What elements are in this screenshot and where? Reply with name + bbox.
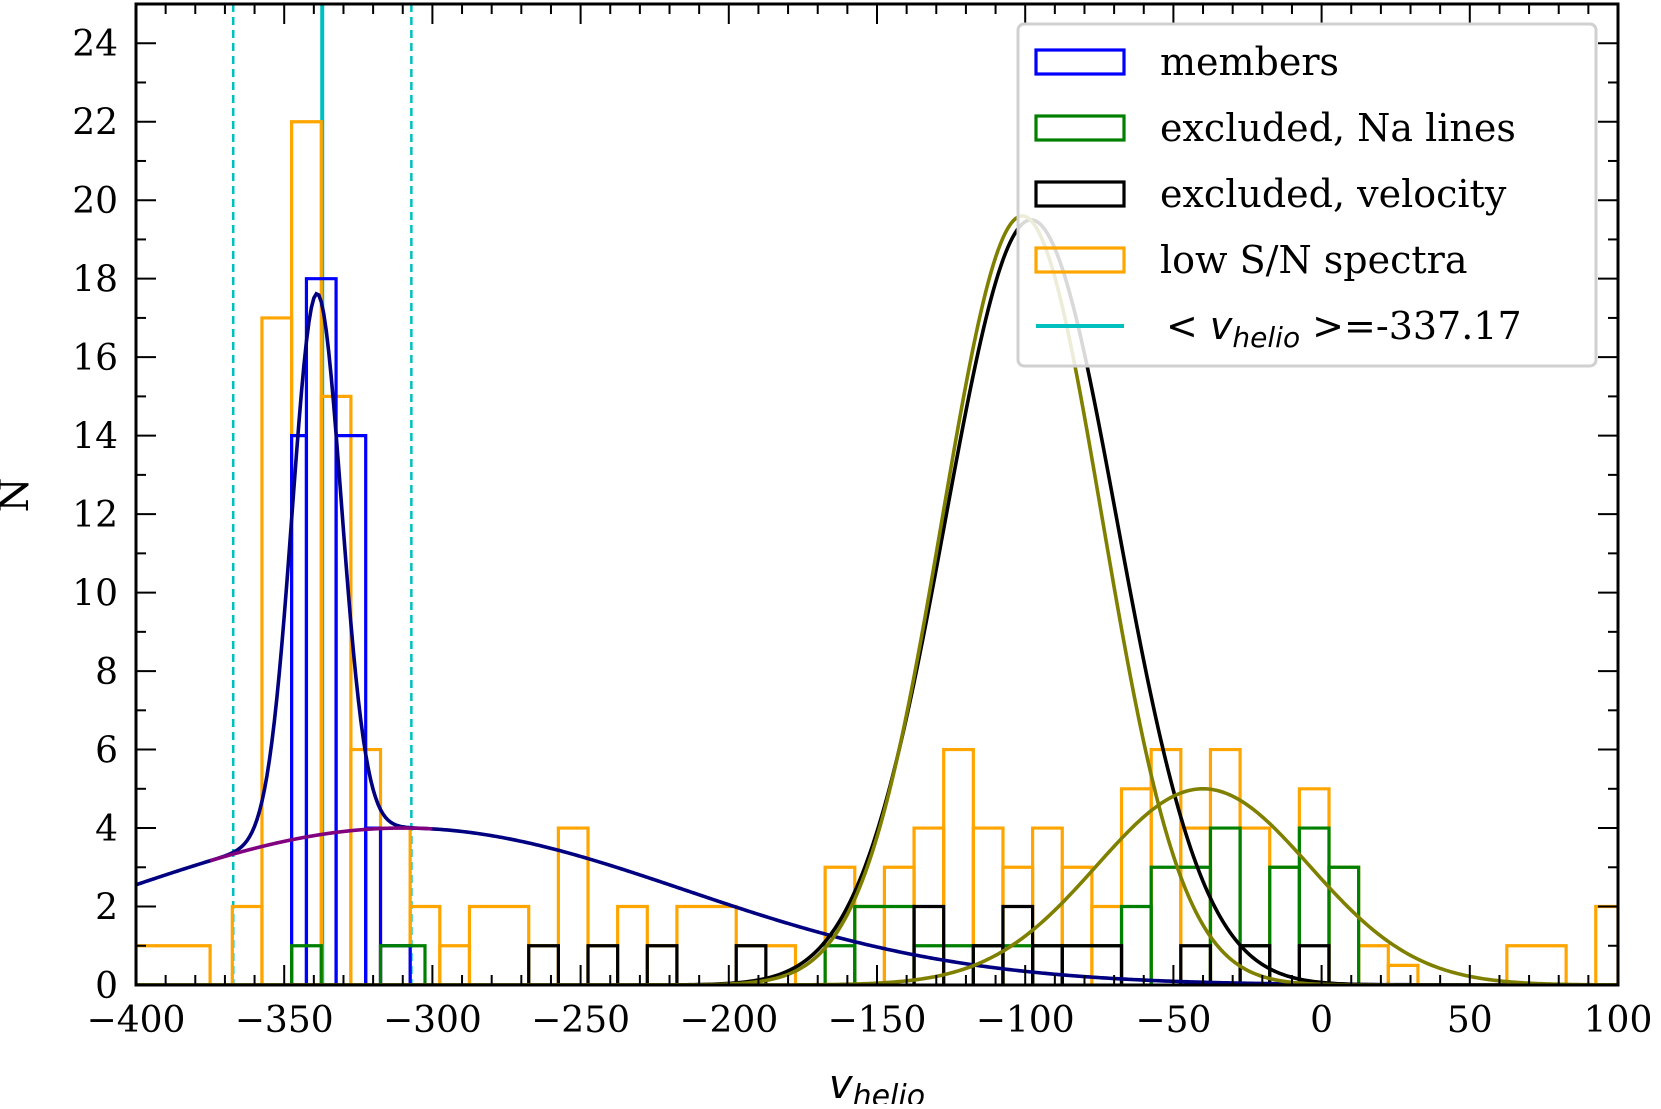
x-tick-label: −100 <box>976 1000 1075 1041</box>
y-tick-label: 4 <box>95 809 118 850</box>
legend-swatch-3 <box>1034 246 1126 274</box>
histogram-bar <box>1386 963 1420 985</box>
x-tick-label: 0 <box>1310 1000 1333 1041</box>
y-tick-label: 12 <box>72 495 118 536</box>
x-tick-label: 100 <box>1584 1000 1653 1041</box>
histogram-bar <box>334 434 368 985</box>
y-tick-label: 24 <box>72 24 118 65</box>
y-tick-label: 2 <box>95 888 118 929</box>
y-tick-label: 18 <box>72 260 118 301</box>
histogram-bar <box>1208 826 1242 985</box>
histogram-bar <box>1060 944 1124 985</box>
histogram-bar <box>586 944 620 985</box>
y-tick-label: 14 <box>72 417 118 458</box>
y-tick-label: 20 <box>72 181 118 222</box>
legend-label-4: < vhelio >=-337.17 <box>1166 304 1522 354</box>
legend-swatch-0 <box>1034 48 1126 76</box>
histogram-bar <box>527 944 560 985</box>
y-tick-label: 16 <box>72 338 118 379</box>
legend-swatch-1 <box>1034 114 1126 142</box>
x-tick-label: −350 <box>235 1000 334 1041</box>
x-tick-label: −150 <box>828 1000 927 1041</box>
fit-curve-1 <box>209 826 433 863</box>
legend-frame <box>1016 22 1598 368</box>
y-tick-label: 6 <box>95 731 118 772</box>
histogram-bar <box>645 944 679 985</box>
legend-mean-value: =-337.17 <box>1344 304 1522 348</box>
legend-mean-subscript: helio <box>1232 321 1300 354</box>
y-tick-label: 0 <box>95 966 118 1007</box>
x-tick-label: −300 <box>383 1000 482 1041</box>
histogram-bar <box>734 944 768 985</box>
x-tick-label: −400 <box>87 1000 186 1041</box>
histogram-bar <box>136 944 212 985</box>
legend: members excluded, Na lines excluded, veloc… <box>1016 22 1598 368</box>
x-tick-label: 50 <box>1447 1000 1493 1041</box>
legend-mean-suffix: > <box>1300 304 1344 348</box>
histogram-bar <box>912 904 946 985</box>
histogram-bar <box>1505 944 1568 985</box>
series-excluded-velocity <box>527 904 1331 985</box>
x-tick-label: −250 <box>531 1000 630 1041</box>
histogram-bar <box>1179 944 1213 985</box>
histogram-bar <box>378 944 427 985</box>
legend-swatch-2 <box>1034 180 1126 208</box>
x-tick-label: −200 <box>679 1000 778 1041</box>
legend-label-2: excluded, velocity <box>1160 172 1507 216</box>
histogram-bar <box>1327 865 1361 985</box>
y-tick-label: 8 <box>95 652 118 693</box>
histogram-bar <box>290 944 323 985</box>
legend-label-3: low S/N spectra <box>1160 238 1468 282</box>
axes: −400 −350 −300 −250 −200 −150 −100 −50 0 50 100024… <box>72 2 1653 1041</box>
histogram-bar <box>1297 944 1331 985</box>
legend-mean-prefix: < v <box>1166 304 1233 348</box>
histogram-bar <box>556 826 590 985</box>
histogram-series <box>136 120 1618 985</box>
x-tick-label: −50 <box>1135 1000 1211 1041</box>
y-tick-label: 22 <box>72 103 118 144</box>
legend-label-1: excluded, Na lines <box>1160 106 1516 150</box>
y-tick-label: 10 <box>72 574 118 615</box>
y-axis-label: N <box>0 478 38 513</box>
legend-label-0: members <box>1160 40 1339 84</box>
